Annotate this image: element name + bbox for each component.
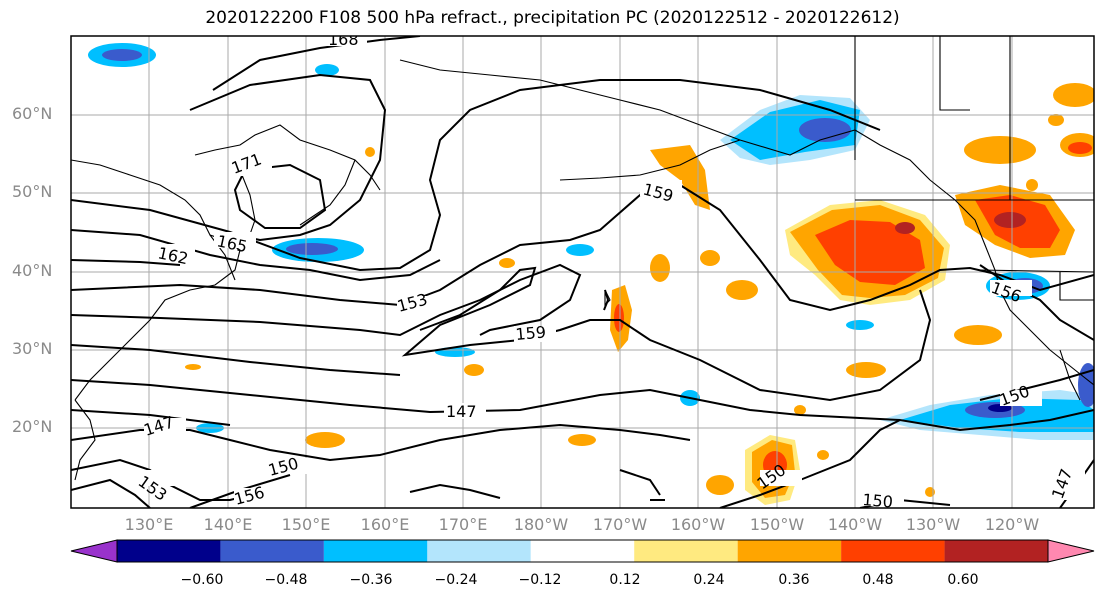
contour-label: 159 xyxy=(515,322,547,344)
precip-area-positive xyxy=(1026,179,1038,191)
colorbar-tick-label: −0.60 xyxy=(180,572,224,588)
colorbar-segment xyxy=(841,540,945,562)
precip-area-negative xyxy=(1078,363,1094,407)
colorbar-extend-high xyxy=(1047,539,1095,563)
contour-label: 168 xyxy=(328,30,359,49)
lon-label: 160°E xyxy=(360,515,410,534)
precip-area-positive xyxy=(815,220,925,285)
colorbar-segment xyxy=(944,540,1048,562)
precip-area-negative xyxy=(799,118,851,142)
colorbar-frame xyxy=(116,539,1049,563)
precip-area-positive xyxy=(726,280,758,300)
precip-area-positive xyxy=(1053,83,1094,107)
colorbar-tick-label: 0.60 xyxy=(947,572,979,588)
colorbar-tick-label: −0.36 xyxy=(349,572,393,588)
colorbar-extend-low xyxy=(70,539,118,563)
precip-area-positive xyxy=(817,450,829,460)
precip-area-positive xyxy=(1068,142,1092,154)
lon-label: 160°W xyxy=(670,515,726,534)
lat-label: 50°N xyxy=(12,182,53,201)
lon-label: 130°E xyxy=(124,515,174,534)
lon-label: 140°W xyxy=(827,515,883,534)
colorbar-segment xyxy=(220,540,324,562)
contour-label: 147 xyxy=(446,402,477,421)
lon-label: 150°W xyxy=(749,515,805,534)
map-title: 2020122200 F108 500 hPa refract., precip… xyxy=(205,8,900,28)
colorbar xyxy=(70,539,1095,563)
colorbar-segment xyxy=(427,540,531,562)
lon-label: 130°W xyxy=(905,515,961,534)
precip-area-positive xyxy=(185,364,201,370)
precip-area-negative xyxy=(286,243,338,255)
map-frame xyxy=(70,35,1095,509)
lat-label: 40°N xyxy=(12,261,53,280)
precip-area-positive xyxy=(994,212,1026,228)
colorbar-segment xyxy=(737,540,842,562)
precip-area-negative xyxy=(566,244,594,256)
precip-area-positive xyxy=(706,475,734,495)
precip-area-positive xyxy=(365,147,375,157)
precip-area-positive xyxy=(568,434,596,446)
precip-area-positive xyxy=(464,364,484,376)
colorbar-segment xyxy=(323,540,428,562)
precip-area-negative xyxy=(315,64,339,76)
lon-label: 180°W xyxy=(513,515,569,534)
lon-label: 170°E xyxy=(438,515,488,534)
lon-label: 150°E xyxy=(281,515,331,534)
lon-label: 140°E xyxy=(203,515,253,534)
precip-area-positive xyxy=(846,362,886,378)
lon-label: 120°W xyxy=(984,515,1040,534)
precip-area-positive xyxy=(1048,114,1064,126)
precip-area-positive xyxy=(794,405,806,415)
contour-label: 150 xyxy=(862,490,894,512)
precip-area-positive xyxy=(499,258,515,268)
precip-area-negative xyxy=(846,320,874,330)
colorbar-tick-label: −0.48 xyxy=(264,572,308,588)
colorbar-segment xyxy=(117,540,221,562)
precip-area-positive xyxy=(700,250,720,266)
colorbar-segment xyxy=(530,540,635,562)
precip-area-negative xyxy=(102,49,142,61)
lat-label: 20°N xyxy=(12,417,53,436)
colorbar-tick-label: −0.24 xyxy=(434,572,478,588)
colorbar-tick-label: 0.24 xyxy=(693,572,725,588)
colorbar-tick-label: 0.48 xyxy=(862,572,894,588)
colorbar-tick-label: 0.36 xyxy=(778,572,810,588)
colorbar-tick-label: −0.12 xyxy=(518,572,562,588)
colorbar-segment xyxy=(634,540,738,562)
precip-area-positive xyxy=(954,325,1002,345)
precip-area-positive xyxy=(964,136,1036,164)
lon-label: 170°W xyxy=(592,515,648,534)
precip-area-positive xyxy=(305,432,345,448)
precip-area-positive xyxy=(650,254,670,282)
lat-label: 30°N xyxy=(12,339,53,358)
lat-label: 60°N xyxy=(12,104,53,123)
colorbar-tick-label: 0.12 xyxy=(609,572,641,588)
precip-area-positive xyxy=(614,304,624,332)
precip-area-positive xyxy=(895,222,915,234)
